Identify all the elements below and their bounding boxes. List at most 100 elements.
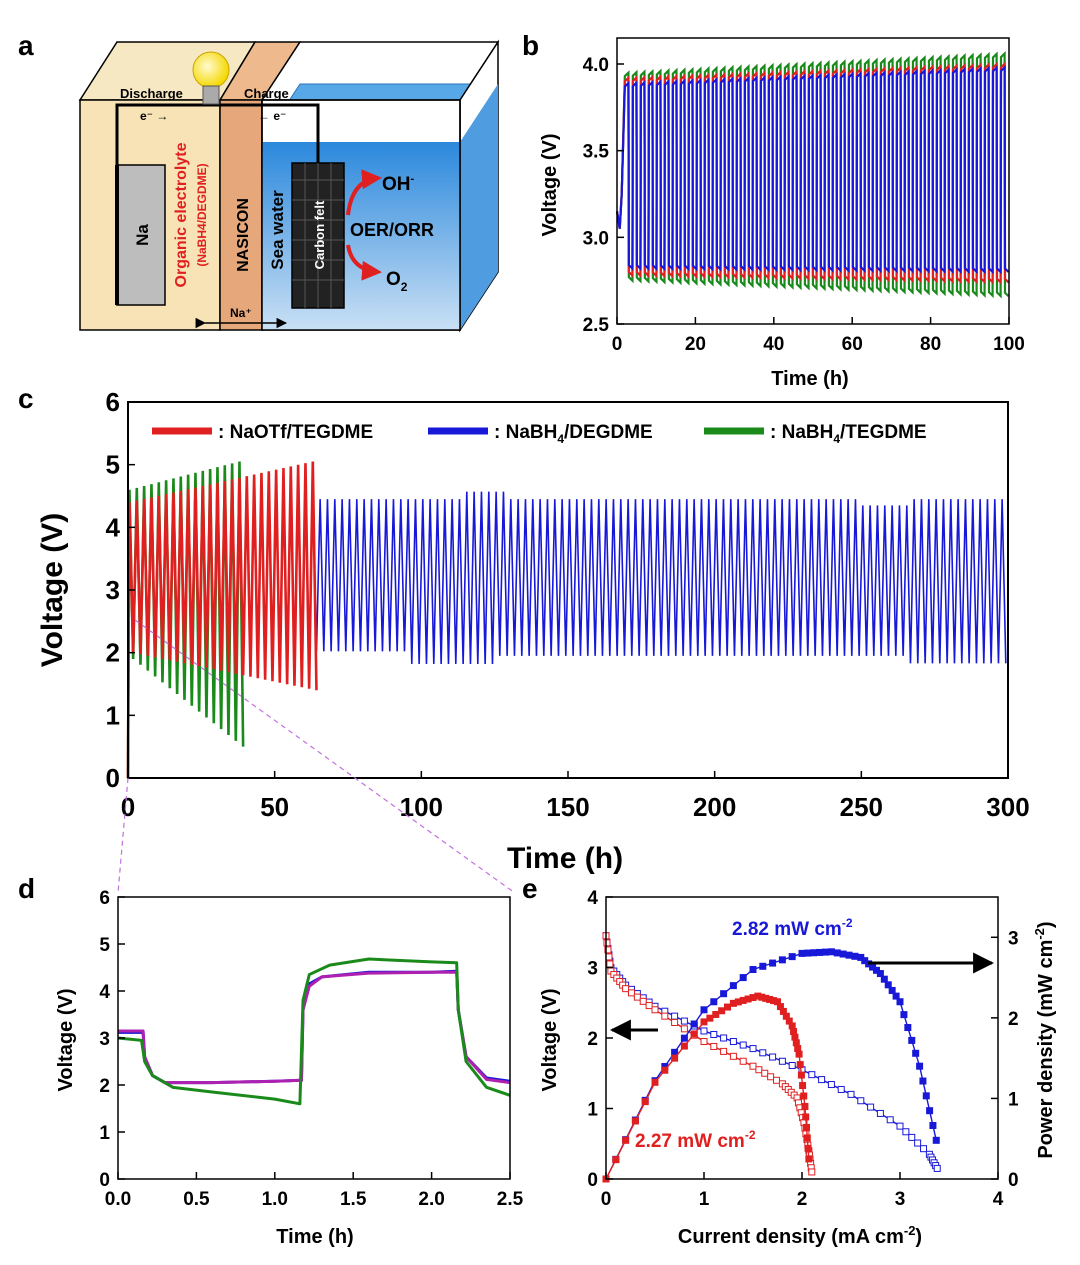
chart-e-marker-voltage red [700, 1038, 708, 1046]
chart-e-marker-voltage blue [671, 1012, 679, 1020]
chart-e-ytick-label: 2 [587, 1029, 598, 1050]
chart-e-marker-voltage blue [920, 1145, 928, 1153]
chart-e-marker-power blue [671, 1048, 679, 1056]
legend-label-naotf: : NaOTf/TEGDME [218, 422, 373, 443]
chart-e-marker-power blue [816, 948, 824, 956]
chart-e-marker-voltage blue [808, 1071, 816, 1079]
chart-e-marker-voltage blue [818, 1076, 826, 1084]
right-water-face [460, 84, 498, 330]
chart-e-xtick-label: 2 [797, 1189, 808, 1210]
chart-e-marker-voltage red [627, 989, 635, 997]
chart-e-marker-voltage blue [769, 1053, 777, 1061]
chart-e-marker-voltage blue [729, 1038, 737, 1046]
chart-c: Voltage (V) Time (h) 0 50 100 150 200 250 300 0… [36, 387, 1030, 894]
chart-c-ytick-label: 6 [106, 387, 120, 417]
chart-e-marker-voltage red [720, 1047, 728, 1055]
chart-e-marker-power red [641, 1098, 649, 1106]
chart-d-ytick-label: 0 [99, 1170, 110, 1191]
chart-e-y2tick-label: 2 [1008, 1009, 1019, 1030]
chart-e-marker-power blue [788, 953, 796, 961]
chart-e-marker-voltage red [622, 985, 630, 993]
chart-e-marker-voltage red [773, 1076, 781, 1084]
chart-d-ytick-label: 5 [99, 935, 110, 956]
chart-e-marker-power red [794, 1044, 802, 1052]
chart-e-marker-voltage red [755, 1066, 763, 1074]
chart-e-marker-power blue [839, 950, 847, 958]
chart-e-xtick-label: 3 [895, 1189, 906, 1210]
chart-c-ytick-label: 1 [106, 700, 120, 730]
o2-label: O2 [386, 269, 408, 294]
chart-e-marker-voltage blue [749, 1045, 757, 1053]
panel-label-a: a [18, 30, 34, 61]
chart-e-marker-power blue [833, 949, 841, 957]
chart-b-xtick-label: 100 [993, 334, 1025, 355]
chart-e-marker-power blue [729, 982, 737, 990]
chart-e-marker-power red [718, 1007, 726, 1015]
chart-e-xtick-label: 0 [601, 1189, 612, 1210]
chart-e-marker-power blue [912, 1049, 920, 1057]
panel-label-b: b [522, 30, 539, 61]
chart-e-marker-power red [800, 1092, 808, 1100]
chart-d-frame [117, 896, 511, 1180]
zoom-guide-left [117, 777, 129, 894]
chart-e-marker-voltage red [761, 1069, 769, 1077]
chart-e-marker-voltage blue [788, 1061, 796, 1069]
chart-e-marker-power blue [900, 1011, 908, 1019]
chart-e-marker-voltage blue [867, 1103, 875, 1111]
chart-e-marker-power red [801, 1102, 809, 1110]
chart-d-ytick-label: 1 [99, 1123, 110, 1144]
chart-e-marker-power blue [888, 986, 896, 994]
chart-e-ytick-label: 1 [587, 1100, 598, 1121]
chart-d: Voltage (V) Time (h) 0.0 0.5 1.0 1.5 2.0 2.5 0… [55, 888, 524, 1248]
chart-d-ytick-label: 2 [99, 1076, 110, 1097]
chart-e-marker-power blue [916, 1062, 924, 1070]
carbon-felt-label: Carbon felt [312, 200, 327, 269]
chart-b-xtick-label: 20 [685, 334, 706, 355]
chart-c-frame [127, 401, 1009, 779]
chart-e-marker-power red [791, 1033, 799, 1041]
chart-e-marker-power blue [822, 948, 830, 956]
chart-e-marker-power blue [845, 951, 853, 959]
chart-e-marker-voltage blue [908, 1133, 916, 1141]
chart-d-xtick-label: 2.0 [418, 1189, 444, 1210]
chart-e-marker-power red [612, 1156, 620, 1164]
chart-c-series-NaOTf/TEGDME [126, 461, 318, 779]
chart-e-marker-power red [706, 1014, 714, 1022]
chart-e-marker-power red [803, 1123, 811, 1131]
chart-e-marker-voltage red [661, 1012, 669, 1020]
chart-e-marker-power red [804, 1144, 812, 1152]
chart-e-marker-power red [803, 1134, 811, 1142]
chart-b-ytick-label: 2.5 [583, 315, 610, 336]
oh-label: OH- [382, 173, 415, 195]
chart-e-frame [605, 896, 999, 1180]
chart-e-marker-voltage blue [876, 1109, 884, 1117]
chart-e-marker-power red [724, 1003, 732, 1011]
chart-e-marker-voltage red [606, 960, 614, 968]
chart-e-xtick-label: 1 [699, 1189, 710, 1210]
oer-orr-label: OER/ORR [350, 220, 434, 240]
chart-e-marker-power blue [778, 956, 786, 964]
legend-label-nabh4-tegdme: : NaBH4/TEGDME [770, 422, 927, 446]
chart-e-marker-voltage red [651, 1006, 659, 1014]
chart-e-marker-voltage blue [914, 1139, 922, 1147]
organic-electrolyte-sub-label: (NaBH4/DEGDME) [195, 163, 209, 266]
chart-e-marker-voltage red [671, 1018, 679, 1026]
chart-e-marker-voltage red [749, 1062, 757, 1070]
chart-e-marker-power blue [690, 1020, 698, 1028]
seawater-label: Sea water [268, 190, 287, 270]
chart-e-marker-voltage red [767, 1073, 775, 1081]
chart-e-marker-power red [795, 1050, 803, 1058]
chart-e-marker-voltage red [645, 1002, 653, 1010]
organic-electrolyte-label: Organic electrolyte [173, 142, 190, 287]
annotation-red-power: 2.27 mW cm-2 [635, 1128, 756, 1152]
chart-b-xtick-label: 60 [842, 334, 863, 355]
chart-e-marker-voltage red [739, 1057, 747, 1065]
chart-e-marker-power blue [739, 974, 747, 982]
chart-d-series-NaOTf/TEGDME [118, 970, 511, 1085]
chart-e-marker-power blue [759, 962, 767, 970]
chart-d-ytick-label: 3 [99, 1029, 110, 1050]
orr-arrow-icon [346, 244, 382, 281]
chart-e-marker-power red [671, 1054, 679, 1062]
na-ion-label: Na⁺ [230, 306, 252, 320]
chart-c-ytick-label: 4 [106, 512, 121, 542]
